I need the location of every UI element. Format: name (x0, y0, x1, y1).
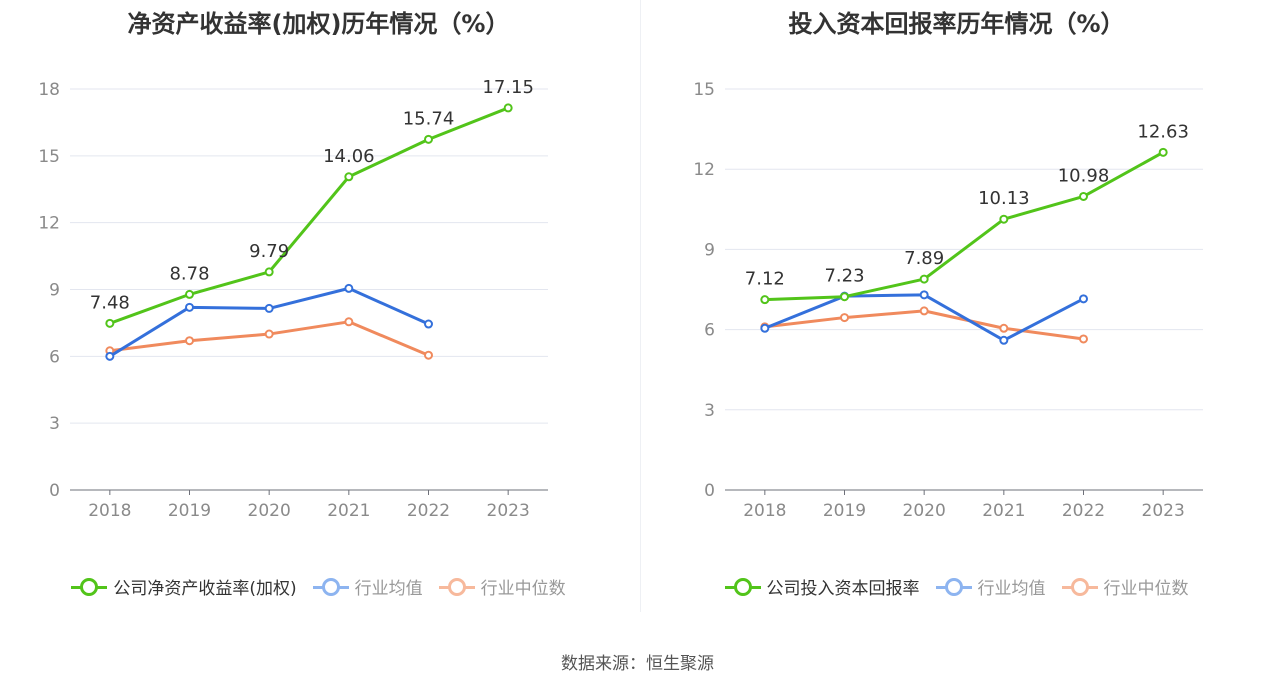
data-point (105, 318, 115, 328)
data-point (185, 302, 194, 312)
data-point (1079, 334, 1088, 344)
data-point (999, 323, 1009, 333)
data-point (1079, 191, 1088, 201)
x-tick-label: 2023 (1142, 501, 1185, 521)
legend-item-industry-average[interactable]: 行业均值 (312, 574, 423, 599)
y-tick-label: 9 (704, 240, 715, 260)
legend-average-marker-icon (312, 577, 349, 597)
series-line (764, 151, 1164, 302)
legend-company-marker-icon (71, 577, 108, 597)
data-label: 10.98 (1058, 165, 1110, 186)
x-tick-label: 2020 (903, 501, 946, 521)
data-label: 15.74 (403, 108, 455, 129)
data-point (1158, 147, 1168, 157)
x-tick-label: 2022 (1062, 501, 1105, 521)
data-point (760, 323, 770, 333)
chart-legend: 公司投入资本回报率 行业均值 行业中位数 (638, 574, 1275, 599)
chart-legend: 公司净资产收益率(加权) 行业均值 行业中位数 (0, 574, 637, 599)
legend-item-industry-average[interactable]: 行业均值 (935, 574, 1046, 599)
data-point (185, 289, 194, 299)
legend-label: 行业均值 (977, 579, 1046, 599)
legend-median-marker-icon (1061, 577, 1098, 597)
x-tick-label: 2023 (487, 501, 530, 521)
legend-company-marker-icon (724, 577, 761, 597)
x-tick-label: 2018 (743, 501, 786, 521)
legend-label: 行业中位数 (480, 579, 566, 599)
roe-line-chart: 0 3 6 9 12 15 18 2018 2019 2020 2021 2022 2023 7.48 8.… (38, 77, 548, 521)
legend-label: 公司投入资本回报率 (766, 579, 920, 599)
data-point (503, 103, 513, 113)
data-label: 10.13 (978, 188, 1030, 209)
data-point (840, 292, 849, 302)
data-point (344, 172, 354, 182)
x-tick-label: 2020 (248, 501, 291, 521)
legend-item-company-roe[interactable]: 公司净资产收益率(加权) (71, 574, 297, 599)
y-tick-label: 6 (704, 321, 715, 341)
y-tick-label: 9 (49, 281, 60, 301)
chart-title: 净资产收益率(加权)历年情况（%） (127, 10, 510, 38)
x-tick-label: 2022 (407, 501, 450, 521)
data-label: 17.15 (482, 77, 534, 98)
legend-label: 行业均值 (354, 579, 423, 599)
data-source-note: 数据来源：恒生聚源 (561, 654, 714, 674)
x-tick-label: 2019 (168, 501, 211, 521)
data-point (264, 267, 274, 277)
series-line (109, 106, 509, 325)
data-point (999, 335, 1009, 345)
roic-chart-panel: 投入资本回报率历年情况（%） 0 3 6 9 12 15 2018 2019 2020 2021 2… (638, 0, 1275, 640)
x-tick-label: 2021 (327, 501, 370, 521)
data-point (185, 336, 194, 346)
data-point (919, 290, 929, 300)
data-point (840, 313, 849, 323)
data-label: 7.23 (824, 266, 864, 287)
data-point (344, 317, 354, 327)
legend-label: 公司净资产收益率(加权) (113, 579, 297, 599)
data-point (1079, 294, 1088, 304)
y-tick-label: 12 (38, 214, 60, 234)
legend-average-marker-icon (935, 577, 972, 597)
x-tick-label: 2019 (823, 501, 866, 521)
legend-item-industry-median[interactable]: 行业中位数 (1061, 574, 1189, 599)
roe-chart-panel: 净资产收益率(加权)历年情况（%） 0 3 6 9 12 15 18 2018 2019 2020… (0, 0, 637, 640)
data-point (344, 283, 354, 293)
y-tick-label: 0 (49, 481, 60, 501)
y-tick-label: 0 (704, 481, 715, 501)
data-point (424, 134, 433, 144)
data-label: 8.78 (169, 263, 209, 284)
y-tick-label: 3 (704, 401, 715, 421)
panel-divider (640, 0, 641, 612)
y-tick-label: 3 (49, 414, 60, 434)
data-label: 12.63 (1137, 121, 1189, 142)
data-label: 7.48 (90, 292, 130, 313)
chart-title: 投入资本回报率历年情况（%） (788, 10, 1125, 38)
y-tick-label: 15 (693, 80, 715, 100)
data-point (264, 303, 274, 313)
data-point (424, 319, 433, 329)
roic-line-chart: 0 3 6 9 12 15 2018 2019 2020 2021 2022 2023 7.12 7.23… (693, 80, 1203, 521)
data-point (919, 306, 929, 316)
data-point (105, 351, 115, 361)
legend-median-marker-icon (438, 577, 475, 597)
data-label: 7.12 (745, 269, 785, 290)
data-point (999, 214, 1009, 224)
x-tick-label: 2021 (982, 501, 1025, 521)
y-tick-label: 12 (693, 160, 715, 180)
legend-item-company-roic[interactable]: 公司投入资本回报率 (724, 574, 920, 599)
data-label: 14.06 (323, 146, 375, 167)
legend-item-industry-median[interactable]: 行业中位数 (438, 574, 566, 599)
data-label: 9.79 (249, 241, 289, 262)
x-tick-label: 2018 (88, 501, 131, 521)
y-tick-label: 6 (49, 347, 60, 367)
data-point (424, 350, 433, 360)
data-point (919, 274, 929, 284)
data-point (760, 295, 770, 305)
data-point (264, 329, 274, 339)
y-tick-label: 15 (38, 147, 60, 167)
data-label: 7.89 (904, 248, 944, 269)
legend-label: 行业中位数 (1103, 579, 1189, 599)
y-tick-label: 18 (38, 80, 60, 100)
